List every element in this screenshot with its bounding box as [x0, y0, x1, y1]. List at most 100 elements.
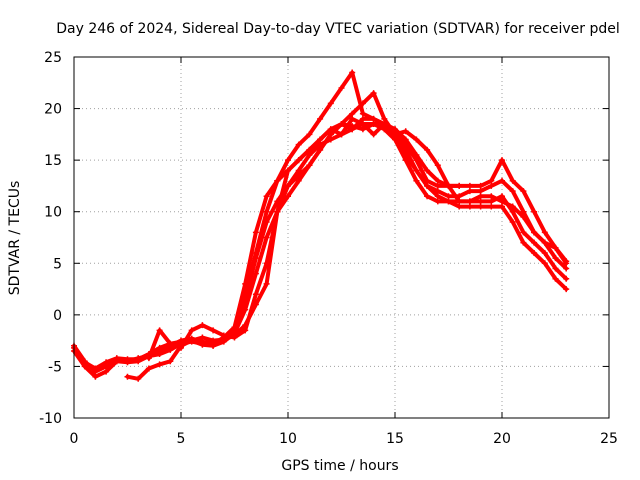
data-point [167, 358, 174, 365]
data-point [509, 203, 516, 210]
data-point [413, 177, 420, 184]
data-point [349, 69, 356, 76]
data-point [338, 121, 345, 128]
data-point [285, 182, 291, 189]
series-line-track-3 [72, 116, 569, 371]
data-point [381, 126, 388, 133]
data-point [466, 182, 473, 189]
data-point [563, 258, 570, 265]
data-point [199, 334, 206, 341]
y-tick-label: 25 [44, 50, 62, 66]
series-line-track-4 [125, 116, 569, 381]
data-point [188, 337, 195, 344]
data-point [252, 229, 259, 236]
y-tick-label: 5 [53, 256, 62, 272]
data-point [552, 265, 559, 272]
x-tick-label: 0 [70, 431, 79, 447]
data-point [424, 146, 431, 153]
data-point [199, 322, 206, 329]
series-line-track-1 [72, 122, 569, 374]
data-point [488, 182, 495, 189]
data-point [370, 131, 377, 138]
data-point [263, 234, 270, 241]
data-point [531, 208, 538, 215]
data-point [381, 115, 388, 122]
data-point [392, 126, 398, 133]
data-point [445, 182, 452, 189]
data-point [477, 188, 484, 195]
series-line-track-5 [146, 91, 569, 361]
data-point [220, 332, 227, 339]
data-point [509, 219, 516, 226]
data-point [210, 337, 217, 344]
data-point [349, 110, 356, 117]
data-point [466, 198, 473, 205]
data-point [477, 198, 484, 205]
data-point [531, 229, 538, 236]
data-point [531, 239, 538, 246]
x-tick-label: 20 [493, 431, 511, 447]
x-axis-label: GPS time / hours [281, 458, 398, 474]
data-point [167, 340, 174, 347]
y-tick-label: 20 [44, 102, 62, 118]
data-point [285, 157, 291, 164]
data-point [92, 373, 99, 380]
data-point [349, 115, 356, 122]
data-point [359, 121, 366, 128]
data-point [370, 115, 377, 122]
data-point [563, 265, 570, 272]
y-tick-label: -5 [48, 359, 62, 375]
data-point [145, 365, 152, 372]
x-tick-label: 5 [177, 431, 186, 447]
data-point [263, 280, 270, 287]
data-point [156, 361, 163, 368]
x-tick-label: 15 [386, 431, 404, 447]
data-point [135, 356, 142, 363]
data-point [338, 84, 345, 91]
x-tick-label: 10 [279, 431, 297, 447]
data-point [488, 203, 495, 210]
data-point [145, 355, 152, 362]
data-point [295, 167, 302, 174]
data-point [370, 121, 377, 128]
data-point [445, 198, 452, 205]
data-point [285, 167, 291, 174]
data-point [359, 115, 366, 122]
data-point [402, 136, 409, 143]
data-point [499, 193, 505, 200]
data-point [392, 131, 398, 138]
data-point [242, 306, 249, 313]
data-point [92, 365, 99, 372]
data-point [520, 229, 527, 236]
data-point [456, 182, 463, 189]
data-point [499, 177, 505, 184]
grid [74, 57, 609, 418]
y-axis-label: SDTVAR / TECUs [7, 181, 23, 296]
data-point [317, 146, 324, 153]
data-point [317, 115, 324, 122]
data-point [520, 239, 527, 246]
data-point [563, 275, 570, 282]
data-point [242, 291, 249, 298]
data-point [306, 151, 313, 158]
data-point [424, 167, 431, 174]
data-point [113, 355, 120, 362]
data-point [499, 157, 505, 164]
data-point [263, 208, 270, 215]
data-point [552, 275, 559, 282]
x-axis: 0 5 10 15 20 25 [70, 57, 618, 447]
data-point [274, 208, 281, 215]
x-tick-label: 25 [600, 431, 618, 447]
data-point [306, 146, 313, 153]
data-point [381, 121, 388, 128]
data-point [445, 193, 452, 200]
data-point [359, 110, 366, 117]
data-point [434, 198, 441, 205]
data-point [178, 344, 184, 351]
data-point [210, 327, 217, 334]
series-line-track-2 [72, 122, 569, 379]
data-point [434, 188, 441, 195]
data-point [231, 327, 238, 334]
data-point [124, 373, 131, 380]
